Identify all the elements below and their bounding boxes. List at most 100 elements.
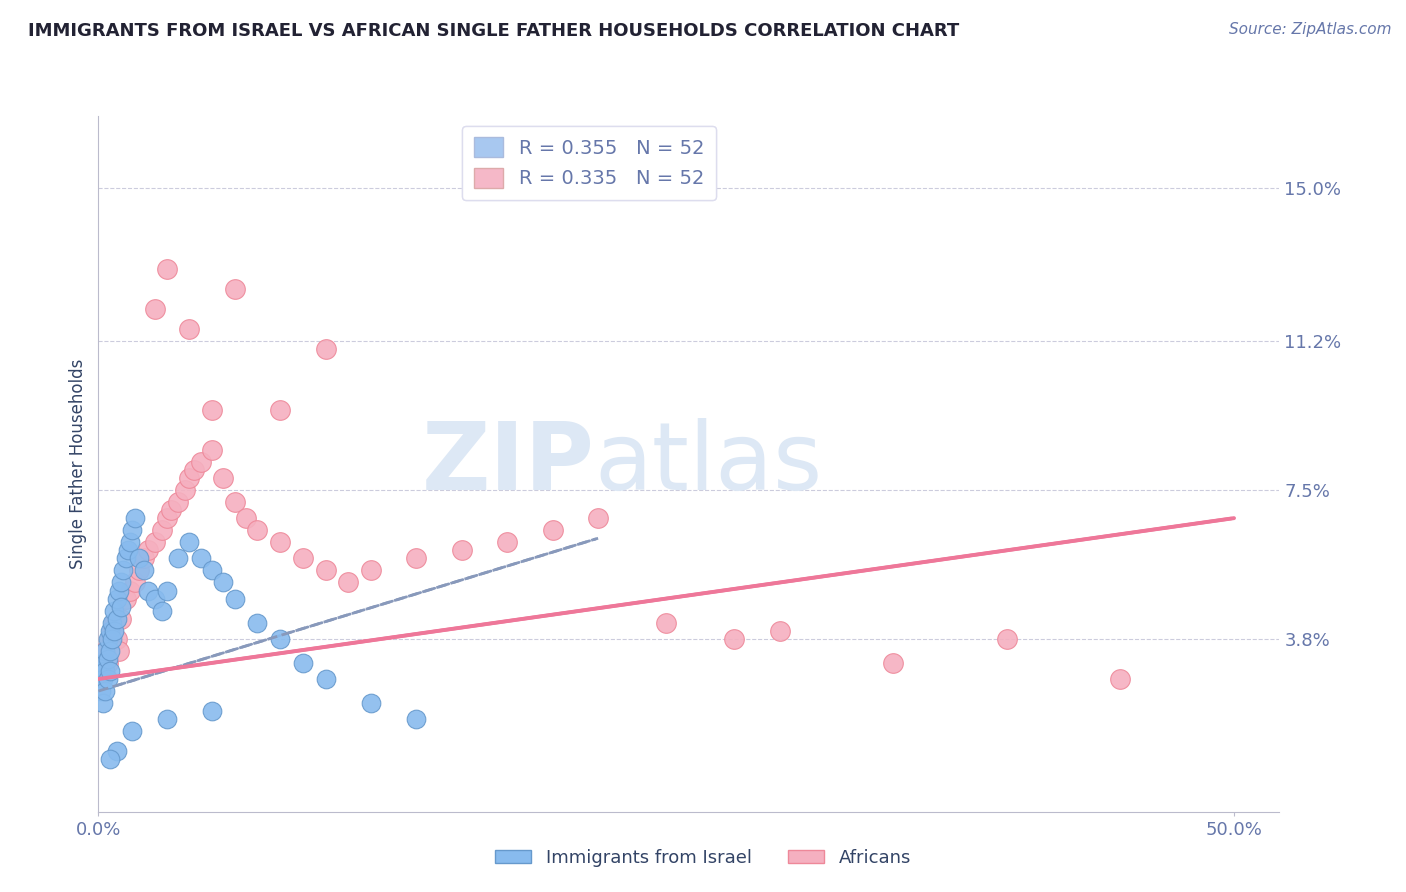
Point <box>201 704 224 718</box>
Point <box>128 563 150 577</box>
Point <box>117 543 139 558</box>
Point <box>246 523 269 537</box>
Point <box>112 563 135 577</box>
Point <box>90 664 112 678</box>
Text: IMMIGRANTS FROM ISRAEL VS AFRICAN SINGLE FATHER HOUSEHOLDS CORRELATION CHART: IMMIGRANTS FROM ISRAEL VS AFRICAN SINGLE… <box>28 22 959 40</box>
Point <box>94 664 117 678</box>
Point <box>96 672 118 686</box>
Point <box>190 455 212 469</box>
Point <box>882 656 904 670</box>
Point <box>315 672 337 686</box>
Point <box>179 471 201 485</box>
Point <box>132 563 155 577</box>
Point <box>246 615 269 630</box>
Point <box>105 612 128 626</box>
Point <box>120 535 142 549</box>
Point <box>212 575 235 590</box>
Point <box>995 632 1018 646</box>
Point <box>224 495 246 509</box>
Point <box>160 503 183 517</box>
Point <box>91 696 114 710</box>
Point <box>235 511 257 525</box>
Point <box>143 535 166 549</box>
Point <box>114 551 136 566</box>
Point <box>315 343 337 357</box>
Point <box>269 632 291 646</box>
Point <box>155 712 177 726</box>
Point <box>96 656 118 670</box>
Point <box>124 511 146 525</box>
Point <box>405 551 427 566</box>
Point <box>291 551 314 566</box>
Point <box>101 615 124 630</box>
Point <box>120 583 142 598</box>
Point <box>155 261 177 276</box>
Legend: R = 0.355   N = 52, R = 0.335   N = 52: R = 0.355 N = 52, R = 0.335 N = 52 <box>463 126 716 200</box>
Point <box>90 684 112 698</box>
Point <box>337 575 360 590</box>
Text: Source: ZipAtlas.com: Source: ZipAtlas.com <box>1229 22 1392 37</box>
Point <box>155 511 177 525</box>
Point <box>1109 672 1132 686</box>
Point <box>190 551 212 566</box>
Point <box>132 551 155 566</box>
Point <box>450 543 472 558</box>
Point <box>110 575 132 590</box>
Point <box>201 402 224 417</box>
Point <box>155 583 177 598</box>
Point <box>586 511 609 525</box>
Point <box>360 563 382 577</box>
Point <box>91 656 114 670</box>
Point <box>103 624 125 638</box>
Point <box>110 599 132 614</box>
Point <box>179 322 201 336</box>
Point <box>143 591 166 606</box>
Point <box>183 463 205 477</box>
Point <box>201 563 224 577</box>
Point <box>98 644 121 658</box>
Point <box>269 535 291 549</box>
Point <box>108 644 131 658</box>
Point <box>150 604 173 618</box>
Point <box>769 624 792 638</box>
Point <box>150 523 173 537</box>
Point <box>124 575 146 590</box>
Point <box>179 535 201 549</box>
Point <box>496 535 519 549</box>
Text: ZIP: ZIP <box>422 417 595 510</box>
Point <box>94 684 117 698</box>
Point <box>96 632 118 646</box>
Point <box>173 483 195 497</box>
Point <box>105 591 128 606</box>
Point <box>103 604 125 618</box>
Point <box>108 583 131 598</box>
Point <box>101 624 124 638</box>
Point <box>224 282 246 296</box>
Point <box>98 632 121 646</box>
Point <box>212 471 235 485</box>
Point <box>110 612 132 626</box>
Point <box>98 752 121 766</box>
Point <box>269 402 291 417</box>
Point <box>224 591 246 606</box>
Point <box>167 495 190 509</box>
Point <box>723 632 745 646</box>
Text: atlas: atlas <box>595 417 823 510</box>
Point <box>94 644 117 658</box>
Point <box>98 664 121 678</box>
Point <box>96 652 118 666</box>
Point <box>121 724 143 739</box>
Point <box>91 664 114 678</box>
Y-axis label: Single Father Households: Single Father Households <box>69 359 87 569</box>
Point <box>138 583 160 598</box>
Point <box>128 551 150 566</box>
Legend: Immigrants from Israel, Africans: Immigrants from Israel, Africans <box>488 842 918 874</box>
Point <box>143 301 166 316</box>
Point <box>167 551 190 566</box>
Point <box>105 632 128 646</box>
Point <box>315 563 337 577</box>
Point <box>405 712 427 726</box>
Point <box>101 632 124 646</box>
Point <box>105 744 128 758</box>
Point <box>98 624 121 638</box>
